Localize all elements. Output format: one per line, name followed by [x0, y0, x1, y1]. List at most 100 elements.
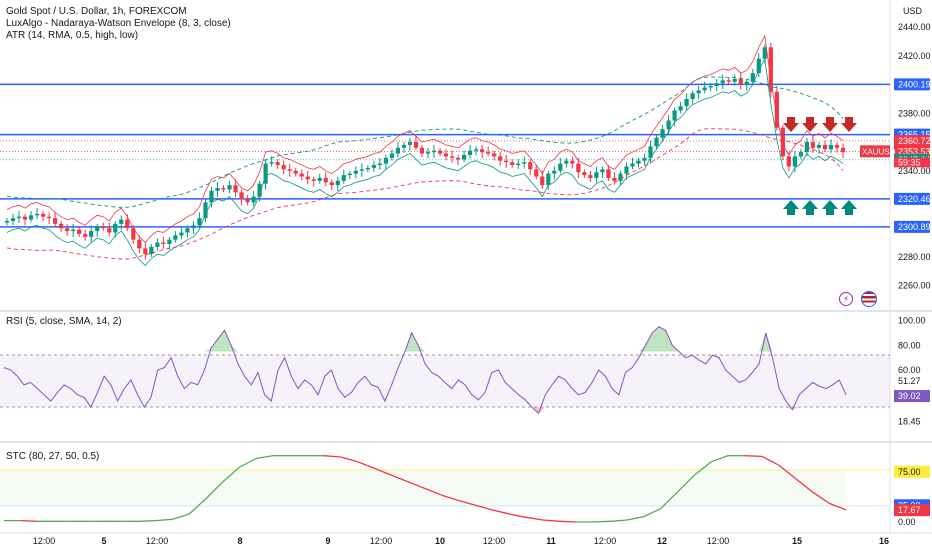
stc-segment [20, 520, 38, 522]
rsi-overbought-fill [204, 347, 212, 352]
stc-segment [643, 508, 662, 518]
rsi-oversold-fill [792, 407, 800, 410]
price-tag-label: 2320.46 [898, 194, 931, 204]
candle [684, 98, 689, 107]
rsi-tag-label: 51.27 [898, 376, 921, 386]
candle [834, 144, 840, 148]
stc-segment [374, 467, 392, 476]
stc-segment [155, 518, 173, 522]
rsi-overbought-fill [211, 339, 218, 352]
rsi-overbought-fill [411, 332, 419, 352]
stc-segment [828, 502, 847, 511]
symbol-title[interactable]: Gold Spot / U.S. Dollar, 1h, FOREXCOM [6, 6, 187, 17]
candle [10, 218, 16, 222]
stc-segment [711, 455, 729, 463]
candle [654, 137, 659, 147]
candle [185, 228, 190, 233]
candle [468, 150, 473, 155]
candle [197, 218, 202, 226]
candle [28, 215, 34, 220]
time-tick-label: 12:00 [370, 536, 393, 546]
currency-label[interactable]: USD [903, 6, 923, 16]
candle [371, 165, 376, 168]
candle [636, 160, 641, 164]
candle [660, 129, 665, 138]
rsi-tick-label: 80.00 [898, 340, 921, 350]
candle [107, 228, 112, 233]
candle [516, 163, 521, 166]
candle [443, 153, 449, 157]
stc-segment [475, 504, 493, 511]
candle [179, 232, 184, 236]
candle [828, 144, 834, 150]
candle [22, 216, 28, 220]
price-tag [894, 135, 930, 148]
candle [83, 233, 88, 237]
flag-icon[interactable] [861, 291, 877, 307]
candle [287, 169, 292, 171]
candle [215, 188, 220, 191]
rsi-tick-label: 100.00 [898, 315, 926, 325]
candle [359, 169, 364, 171]
time-tick-label: 10 [435, 536, 445, 546]
candle [101, 226, 106, 229]
candle [347, 173, 352, 176]
candle [353, 170, 358, 174]
indicator-nwe-label[interactable]: LuxAlgo - Nadaraya-Watson Envelope (8, 3… [6, 18, 231, 29]
candle [534, 169, 539, 177]
time-tick-label: 12:00 [483, 536, 506, 546]
time-tick-label: 11 [546, 536, 556, 546]
candle [407, 142, 413, 145]
candle [377, 163, 382, 166]
time-tick-label: 16 [879, 536, 889, 546]
candle [576, 163, 581, 173]
indicator-atr-label[interactable]: ATR (14, RMA, 0.5, high, low) [6, 30, 139, 41]
candle [383, 157, 389, 164]
candle [810, 142, 816, 148]
price-tag-label: 2360.72 [898, 136, 931, 146]
candle [690, 93, 695, 99]
stc-segment [525, 516, 543, 521]
candle [474, 149, 479, 151]
time-tick-label: 12:00 [594, 536, 617, 546]
candle [702, 87, 707, 91]
rsi-overbought-fill [765, 332, 773, 352]
candle [600, 169, 605, 173]
rsi-tick-label: 60.00 [898, 365, 921, 375]
stc-segment [761, 455, 779, 466]
candle [335, 180, 340, 186]
candle [305, 176, 310, 180]
lightning-icon[interactable]: ⚡ [839, 292, 853, 306]
time-tick-label: 12:00 [33, 536, 56, 546]
stc-segment [222, 466, 241, 483]
candle [257, 183, 262, 197]
candle [780, 127, 785, 157]
price-tag [894, 220, 930, 233]
stc-segment [239, 457, 257, 468]
candle [143, 248, 148, 255]
candle [564, 160, 569, 164]
candle [588, 175, 593, 178]
candle [137, 239, 142, 249]
rsi-label[interactable]: RSI (5, close, SMA, 14, 2) [6, 316, 122, 327]
candle [612, 177, 617, 181]
nwe-upper-envelope [6, 76, 844, 208]
down-arrow-icon [802, 117, 818, 132]
candle [504, 160, 509, 163]
candle [726, 80, 731, 82]
candle [47, 216, 52, 219]
stc-label[interactable]: STC (80, 27, 50, 0.5) [6, 451, 100, 462]
stc-segment [340, 456, 358, 463]
candle [251, 196, 256, 203]
candle [155, 242, 160, 247]
candle [540, 176, 545, 186]
candle [786, 156, 791, 167]
candle [221, 188, 226, 190]
rsi-overbought-fill [645, 332, 653, 352]
stc-segment [694, 461, 712, 476]
candle [732, 78, 737, 82]
time-tick-label: 12 [657, 536, 667, 546]
candle [89, 231, 94, 237]
stc-segment [593, 520, 611, 523]
